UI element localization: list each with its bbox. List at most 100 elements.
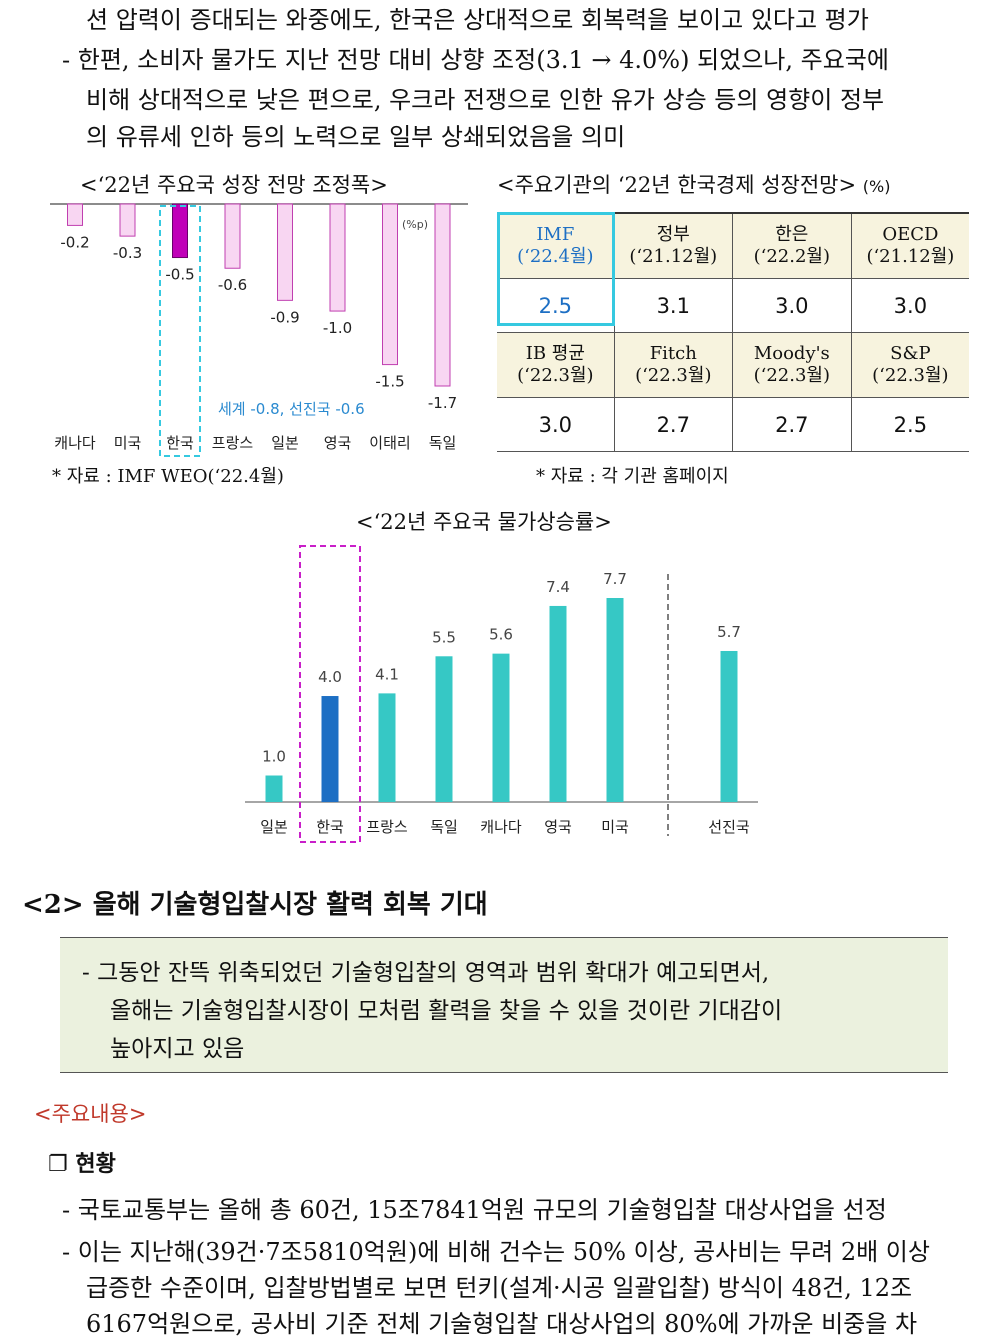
- growth-category-label: 독일: [429, 434, 457, 452]
- key-content-label: <주요내용>: [34, 1102, 147, 1126]
- source-left: * 자료 : IMF WEO(‘22.4월): [52, 466, 284, 487]
- forecast-table-title: <주요기관의 ‘22년 한국경제 성장전망> (%): [497, 169, 890, 199]
- inflation-bar: [378, 693, 396, 802]
- inflation-chart-title: <‘22년 주요국 물가상승률>: [356, 510, 612, 534]
- value-cell: 3.0: [850, 278, 969, 333]
- forecast-table-unit: (%): [862, 177, 891, 196]
- status-label: ❐ 현황: [48, 1152, 116, 1177]
- growth-category-label: 영국: [324, 434, 352, 452]
- growth-category-label: 미국: [114, 434, 142, 452]
- value-cell: 3.0: [497, 397, 615, 452]
- inflation-data-label: 4.0: [318, 668, 342, 686]
- summary-box: - 그동안 잔뜩 위축되었던 기술형입찰의 영역과 범위 확대가 예고되면서, …: [60, 937, 948, 1073]
- inflation-category-label: 프랑스: [366, 818, 408, 836]
- status-bullet-1: - 국토교통부는 올해 총 60건, 15조7841억원 규모의 기술형입찰 대…: [62, 1196, 887, 1224]
- forecast-table: IMF (‘22.4월) 정부 (‘21.12월) 한은 (‘22.2월) OECD(…: [497, 212, 969, 452]
- header-cell: Fitch (‘22.3월): [613, 332, 733, 398]
- growth-category-label: 프랑스: [212, 434, 254, 452]
- inflation-data-label: 4.1: [375, 665, 399, 683]
- growth-note: 세계 -0.8, 선진국 -0.6: [218, 400, 365, 418]
- korea-highlight-box: [159, 205, 201, 457]
- growth-data-label: -1.7: [428, 394, 457, 412]
- inflation-category-label: 독일: [430, 818, 458, 836]
- section-heading: <2> 올해 기술형입찰시장 활력 회복 기대: [22, 890, 488, 920]
- status-bullet-2-line-3: 6167억원으로, 공사비 기준 전체 기술형입찰 대상사업의 80%에 가까운…: [86, 1310, 918, 1338]
- inflation-category-label: 선진국: [708, 818, 750, 836]
- value-cell: 3.0: [731, 278, 852, 333]
- inflation-bar: [549, 605, 567, 802]
- header-cell: S&P (‘22.3월): [850, 332, 969, 398]
- cell-date: (‘21.12월): [866, 246, 955, 267]
- inflation-bar: [265, 775, 283, 802]
- growth-bar: [224, 203, 241, 269]
- inflation-bar: [720, 650, 738, 802]
- inflation-data-label: 5.5: [432, 628, 456, 646]
- inflation-category-label: 한국: [316, 818, 344, 836]
- growth-data-label: -0.3: [113, 244, 142, 262]
- inflation-data-label: 1.0: [262, 748, 286, 766]
- growth-category-label: 이태리: [369, 434, 410, 452]
- forecast-header-row-1: IMF (‘22.4월) 정부 (‘21.12월) 한은 (‘22.2월) OECD(…: [497, 212, 969, 279]
- inflation-data-label: 5.6: [489, 626, 513, 644]
- growth-data-label: -1.5: [375, 373, 404, 391]
- growth-bar: [434, 203, 451, 387]
- inflation-data-label: 7.7: [603, 570, 627, 588]
- inflation-category-label: 캐나다: [480, 818, 522, 836]
- intro-line-4: 의 유류세 인하 등의 노력으로 일부 상쇄되었음을 의미: [86, 123, 626, 151]
- growth-bar: [172, 203, 188, 259]
- summary-line-1: - 그동안 잔뜩 위축되었던 기술형입찰의 영역과 범위 확대가 예고되면서,: [82, 960, 770, 986]
- growth-data-label: -0.6: [218, 276, 247, 294]
- cell-name: 정부: [656, 224, 690, 245]
- cell-name: OECD: [882, 224, 939, 245]
- growth-data-label: -1.0: [323, 319, 352, 337]
- intro-line-1: 션 압력이 증대되는 와중에도, 한국은 상대적으로 회복력을 보이고 있다고 …: [86, 6, 869, 34]
- inflation-bar: [492, 653, 510, 802]
- growth-bar: [329, 203, 346, 312]
- inflation-bar: [321, 696, 339, 802]
- cell-date: (‘22.3월): [635, 365, 712, 386]
- inflation-bar: [606, 598, 624, 802]
- inflation-category-label: 영국: [544, 818, 572, 836]
- header-cell: 한은 (‘22.2월): [731, 212, 852, 279]
- summary-line-2: 올해는 기술형입찰시장이 모처럼 활력을 찾을 수 있을 것이란 기대감이: [110, 998, 783, 1024]
- cell-name: 한은: [775, 224, 809, 245]
- growth-chart-title: <‘22년 주요국 성장 전망 조정폭>: [80, 173, 388, 197]
- inflation-data-label: 7.4: [546, 578, 570, 596]
- growth-bar: [119, 203, 136, 237]
- inflation-data-label: 5.7: [717, 623, 741, 641]
- cell-name: IMF: [536, 224, 575, 245]
- inflation-category-label: 일본: [260, 818, 288, 836]
- header-cell: 정부 (‘21.12월): [613, 212, 733, 279]
- header-cell: IB 평균 (‘22.3월): [497, 332, 615, 398]
- growth-unit-label: (%p): [402, 218, 428, 231]
- forecast-header-row-2: IB 평균 (‘22.3월) Fitch (‘22.3월) Moody's (‘22.…: [497, 332, 969, 398]
- cell-date: (‘22.4월): [517, 246, 594, 267]
- value-cell: 2.7: [731, 397, 852, 452]
- korea-highlight-box: [299, 545, 361, 843]
- growth-data-label: -0.9: [270, 308, 299, 326]
- growth-category-label: 일본: [271, 434, 299, 452]
- cell-date: (‘22.3월): [872, 365, 949, 386]
- cell-date: (‘22.3월): [517, 365, 594, 386]
- growth-data-label: -0.2: [60, 233, 89, 251]
- inflation-chart: 1.0 일본 4.0 한국 4.1 프랑스 5.5 독일 5.6 캐나다 7.4 영국 7.7 미국 5.7…: [245, 545, 758, 843]
- growth-category-label: 한국: [166, 434, 194, 452]
- cell-name: IB 평균: [525, 343, 585, 364]
- summary-line-3: 높아지고 있음: [110, 1036, 245, 1062]
- cell-name: Moody's: [753, 343, 830, 364]
- intro-line-3: 비해 상대적으로 낮은 편으로, 우크라 전쟁으로 인한 유가 상승 등의 영향…: [86, 86, 885, 114]
- cell-name: Fitch: [649, 343, 697, 364]
- inflation-bar: [435, 656, 453, 802]
- imf-highlight-box: [497, 212, 615, 326]
- status-bullet-2: - 이는 지난해(39건·7조5810억원)에 비해 건수는 50% 이상, 공…: [62, 1238, 930, 1266]
- growth-category-label: 캐나다: [54, 434, 96, 452]
- growth-data-label: -0.5: [165, 266, 194, 284]
- forecast-value-row-2: 3.0 2.7 2.7 2.5: [497, 397, 969, 452]
- value-cell: 2.7: [613, 397, 733, 452]
- header-cell: OECD (‘21.12월): [850, 212, 969, 279]
- growth-bar: [277, 203, 293, 301]
- growth-bar: [382, 203, 398, 366]
- forecast-table-title-text: <주요기관의 ‘22년 한국경제 성장전망>: [497, 173, 857, 197]
- intro-bullet: - 한편, 소비자 물가도 지난 전망 대비 상향 조정(3.1 → 4.0%)…: [62, 46, 889, 74]
- header-cell: IMF (‘22.4월): [497, 212, 615, 279]
